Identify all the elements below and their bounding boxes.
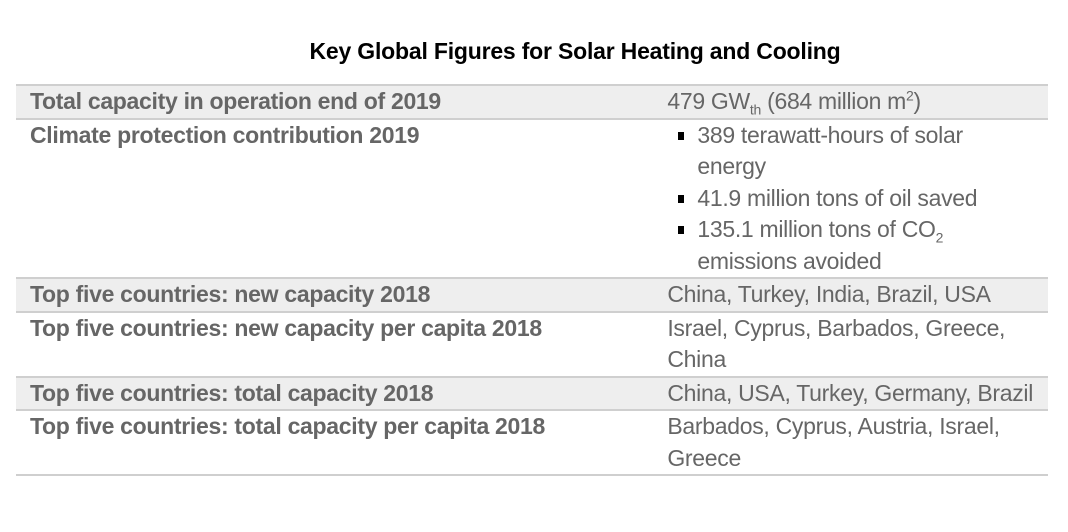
row-value: Israel, Cyprus, Barbados, Greece, China [653, 310, 1048, 378]
row-value: Barbados, Cyprus, Austria, Israel, Greec… [653, 409, 1048, 476]
list-item: 41.9 million tons of oil saved [667, 183, 988, 215]
table-row: Top five countries: new capacity per cap… [16, 310, 1048, 378]
table-title: Key Global Figures for Solar Heating and… [309, 38, 841, 64]
subscript: th [749, 101, 761, 118]
value-text: 479 GW [667, 88, 750, 114]
table-row: Top five countries: total capacity per c… [16, 409, 1048, 476]
row-value: 479 GWth (684 million m2) [653, 84, 1048, 120]
superscript: 2 [906, 87, 914, 104]
bullet-icon [678, 194, 685, 203]
row-label: Top five countries: total capacity 2018 [16, 375, 654, 411]
bullet-icon [678, 226, 685, 234]
bullet-text: emissions avoided [697, 247, 882, 274]
row-value: 389 terawatt-hours of solar energy 41.9 … [653, 117, 1048, 279]
table-row: Top five countries: total capacity 2018 … [16, 375, 1048, 411]
row-label: Climate protection contribution 2019 [16, 117, 654, 279]
list-item: 389 terawatt-hours of solar energy [667, 120, 988, 183]
list-item: 135.1 million tons of CO2 emissions avoi… [667, 214, 988, 277]
bullet-text: 389 terawatt-hours of solar energy [697, 121, 963, 180]
bullet-text: 41.9 million tons of oil saved [697, 184, 978, 211]
key-figures-table: Total capacity in operation end of 2019 … [16, 84, 1048, 476]
bullet-icon [678, 131, 685, 140]
bullet-list: 389 terawatt-hours of solar energy 41.9 … [667, 120, 988, 278]
row-label: Top five countries: total capacity per c… [16, 409, 654, 476]
table-row: Total capacity in operation end of 2019 … [16, 84, 1048, 120]
row-label: Total capacity in operation end of 2019 [16, 84, 654, 120]
row-label: Top five countries: new capacity per cap… [16, 310, 654, 378]
row-label: Top five countries: new capacity 2018 [16, 277, 654, 313]
row-value: China, USA, Turkey, Germany, Brazil [653, 375, 1048, 411]
value-text: ) [913, 88, 922, 114]
row-value: China, Turkey, India, Brazil, USA [653, 277, 1048, 313]
subscript: 2 [935, 229, 944, 246]
bullet-text: 135.1 million tons of CO [697, 216, 936, 242]
table-row: Climate protection contribution 2019 389… [16, 117, 1048, 279]
table-row: Top five countries: new capacity 2018 Ch… [16, 277, 1048, 313]
value-text: (684 million m [761, 88, 907, 114]
